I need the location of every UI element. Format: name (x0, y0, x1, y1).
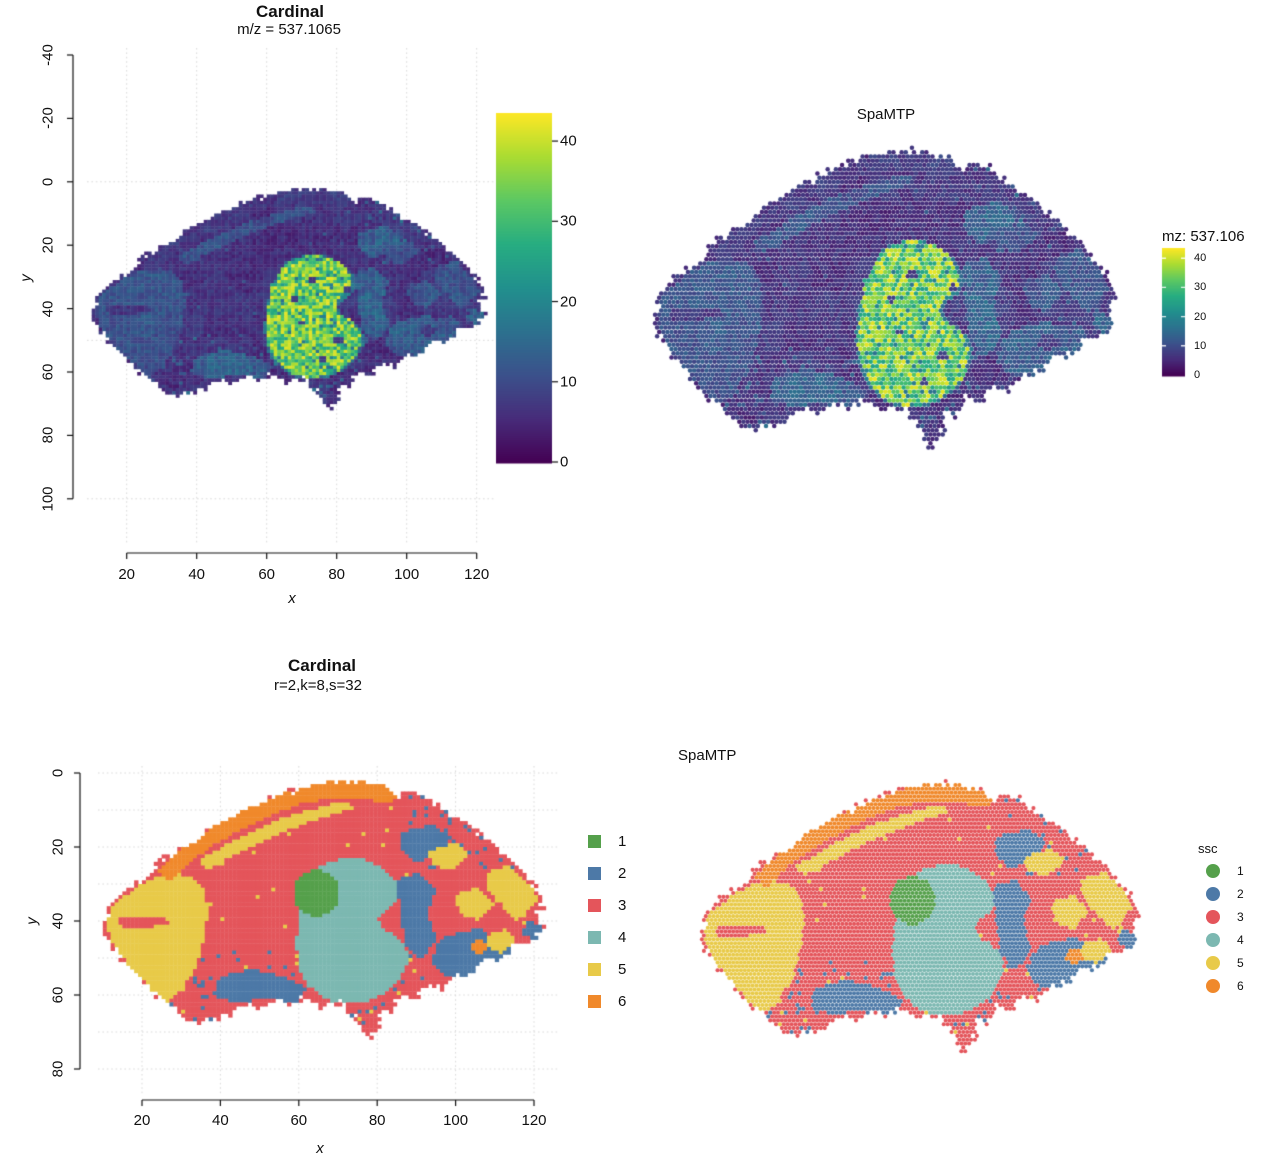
x-tick-label: 80 (328, 566, 346, 583)
cardinal-ssc-legend: 1 2 3 4 5 6 (588, 833, 626, 1025)
y-tick-label: 0 (49, 768, 67, 778)
x-tick-label: 80 (368, 1112, 386, 1129)
legend-swatch (588, 995, 601, 1008)
legend-label: 6 (618, 993, 627, 1010)
legend-tick-label: 30 (1194, 281, 1207, 294)
y-tick-label: 20 (49, 838, 67, 856)
cardinal-ion-ylabel: y (17, 274, 35, 282)
x-tick-label: 100 (443, 1112, 469, 1129)
legend-swatch (588, 867, 601, 880)
legend-swatch (1206, 979, 1220, 993)
y-tick-label: 40 (39, 300, 57, 317)
y-tick-label: 0 (39, 177, 57, 186)
legend-item: 5 (588, 961, 626, 978)
x-tick-label: 20 (118, 566, 136, 583)
colorbar-tick-label: 0 (560, 453, 569, 471)
legend-swatch (1206, 887, 1220, 901)
cardinal-ion-xlabel: x (288, 590, 296, 607)
cardinal-ssc-title: Cardinal (287, 656, 357, 675)
x-tick-label: 120 (464, 566, 490, 583)
y-tick-label: -20 (39, 107, 57, 130)
x-tick-label: 20 (133, 1112, 151, 1129)
legend-item: 6 (1206, 979, 1244, 993)
legend-item: 2 (1206, 887, 1244, 901)
legend-label: 5 (618, 961, 627, 978)
x-tick-label: 120 (521, 1112, 547, 1129)
legend-label: 1 (1237, 864, 1244, 878)
cardinal-ssc-subtitle: r=2,k=8,s=32 (274, 677, 362, 694)
spamtp-ssc-legend: 1 2 3 4 5 6 (1206, 864, 1244, 1002)
legend-swatch (588, 963, 601, 976)
spamtp-ion-title: SpaMTP (856, 106, 916, 123)
legend-item: 3 (588, 897, 626, 914)
cardinal-ssc-xlabel: x (316, 1140, 324, 1157)
legend-swatch (1206, 864, 1220, 878)
legend-item: 5 (1206, 956, 1244, 970)
colorbar-tick-label: 10 (560, 373, 577, 391)
y-tick-label: 20 (39, 236, 57, 254)
cardinal-ssc-ylabel: y (23, 917, 41, 925)
legend-item: 3 (1206, 910, 1244, 924)
x-tick-label: 100 (394, 566, 420, 583)
colorbar-tick-label: 40 (560, 132, 577, 150)
x-tick-label: 60 (258, 566, 276, 583)
legend-label: 4 (618, 929, 627, 946)
spamtp-ssc-legend-title: ssc (1198, 841, 1218, 856)
legend-label: 5 (1237, 956, 1244, 970)
x-tick-label: 40 (188, 566, 206, 583)
colorbar-tick-label: 30 (560, 212, 577, 230)
legend-swatch (588, 899, 601, 912)
y-tick-label: -40 (39, 44, 57, 66)
legend-label: 1 (618, 833, 627, 850)
x-tick-label: 60 (290, 1112, 308, 1129)
y-tick-label: 80 (39, 427, 57, 444)
spamtp-ssc-title: SpaMTP (678, 747, 737, 764)
legend-swatch (1206, 956, 1220, 970)
legend-tick-label: 10 (1194, 339, 1207, 352)
legend-item: 2 (588, 865, 626, 882)
legend-item: 6 (588, 993, 626, 1010)
legend-swatch (588, 835, 601, 848)
legend-item: 1 (588, 833, 626, 850)
legend-label: 6 (1237, 979, 1244, 993)
y-tick-label: 60 (49, 986, 67, 1004)
legend-label: 4 (1237, 933, 1244, 947)
legend-label: 3 (1237, 910, 1244, 924)
legend-swatch (1206, 910, 1220, 924)
x-tick-label: 40 (212, 1112, 229, 1129)
legend-tick-label: 40 (1194, 252, 1207, 265)
legend-swatch (1206, 933, 1220, 947)
legend-label: 3 (618, 897, 627, 914)
colorbar-tick-label: 20 (560, 293, 577, 311)
legend-item: 4 (1206, 933, 1244, 947)
y-tick-label: 80 (49, 1060, 67, 1078)
legend-tick-label: 20 (1194, 310, 1207, 323)
legend-item: 1 (1206, 864, 1244, 878)
y-tick-label: 40 (49, 912, 67, 930)
legend-label: 2 (1237, 887, 1244, 901)
legend-swatch (588, 931, 601, 944)
y-tick-label: 100 (39, 486, 57, 512)
legend-tick-label: 0 (1194, 369, 1201, 381)
legend-item: 4 (588, 929, 626, 946)
spamtp-ion-legend-title: mz: 537.106 (1162, 228, 1245, 245)
cardinal-ion-subtitle: m/z = 537.1065 (237, 21, 341, 38)
y-tick-label: 60 (39, 363, 57, 381)
legend-label: 2 (618, 865, 627, 882)
cardinal-ion-title: Cardinal (255, 2, 325, 21)
